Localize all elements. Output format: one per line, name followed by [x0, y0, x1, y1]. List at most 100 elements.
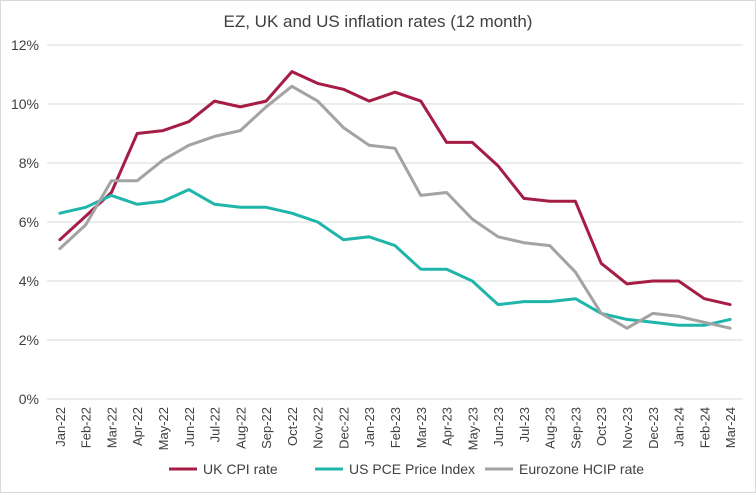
- data-point: [84, 205, 88, 209]
- x-tick-label: Mar-22: [104, 407, 119, 448]
- y-axis-tick-labels: 0% 2% 4% 6% 8% 10% 12%: [11, 37, 39, 407]
- data-point: [290, 211, 294, 215]
- data-point: [677, 279, 681, 283]
- data-point: [419, 193, 423, 197]
- data-point: [341, 238, 345, 242]
- x-tick-label: Jul-22: [208, 407, 223, 442]
- data-point: [161, 129, 165, 133]
- data-point: [522, 196, 526, 200]
- x-tick-label: Apr-23: [440, 407, 455, 446]
- x-tick-label: Jun-23: [491, 407, 506, 447]
- data-point: [264, 99, 268, 103]
- y-tick-label: 2%: [19, 332, 39, 348]
- data-point: [625, 282, 629, 286]
- y-tick-label: 8%: [19, 155, 39, 171]
- y-tick-label: 10%: [11, 96, 39, 112]
- data-point: [264, 105, 268, 109]
- legend: UK CPI rate US PCE Price Index Eurozone HC…: [169, 461, 644, 477]
- x-tick-label: Mar-23: [414, 407, 429, 448]
- x-tick-label: Nov-23: [620, 407, 635, 449]
- data-point: [496, 235, 500, 239]
- data-point: [419, 267, 423, 271]
- data-point: [341, 126, 345, 130]
- data-point: [316, 220, 320, 224]
- x-tick-label: Sep-22: [259, 407, 274, 449]
- data-point: [702, 297, 706, 301]
- gridlines: [47, 44, 743, 400]
- x-tick-label: Feb-24: [697, 407, 712, 448]
- data-point: [548, 244, 552, 248]
- data-point: [625, 326, 629, 330]
- x-tick-label: Jun-22: [182, 407, 197, 447]
- data-point: [599, 261, 603, 265]
- data-point: [238, 129, 242, 133]
- legend-entry: Eurozone HCIP rate: [519, 461, 644, 477]
- data-point: [84, 214, 88, 218]
- data-point: [213, 99, 217, 103]
- data-point: [496, 303, 500, 307]
- data-point: [290, 84, 294, 88]
- y-tick-label: 6%: [19, 214, 39, 230]
- data-point: [651, 279, 655, 283]
- y-tick-label: 12%: [11, 37, 39, 53]
- data-point: [367, 143, 371, 147]
- data-point: [393, 146, 397, 150]
- data-point: [84, 223, 88, 227]
- data-point: [393, 90, 397, 94]
- series-line: [58, 70, 732, 307]
- data-point: [470, 279, 474, 283]
- data-point: [470, 140, 474, 144]
- y-tick-label: 0%: [19, 391, 39, 407]
- x-tick-label: May-22: [156, 407, 171, 450]
- data-point: [393, 244, 397, 248]
- data-point: [135, 132, 139, 136]
- legend-entry: US PCE Price Index: [349, 461, 475, 477]
- x-axis-tick-labels: Jan-22 Feb-22 Mar-22 Apr-22 May-22 Jun-22 Jul-…: [53, 407, 738, 450]
- data-point: [367, 235, 371, 239]
- data-point: [58, 247, 62, 251]
- data-point: [290, 70, 294, 74]
- data-point: [728, 303, 732, 307]
- x-tick-label: Jan-22: [53, 407, 68, 447]
- legend-entry: UK CPI rate: [203, 461, 278, 477]
- series-line: [58, 84, 732, 330]
- data-point: [161, 199, 165, 203]
- x-tick-label: Nov-22: [311, 407, 326, 449]
- data-point: [341, 87, 345, 91]
- x-tick-label: Sep-23: [568, 407, 583, 449]
- x-tick-label: Dec-23: [646, 407, 661, 449]
- y-tick-label: 4%: [19, 273, 39, 289]
- x-tick-label: Jan-23: [362, 407, 377, 447]
- x-tick-label: Aug-23: [543, 407, 558, 449]
- data-point: [651, 320, 655, 324]
- data-point: [109, 193, 113, 197]
- data-point: [213, 202, 217, 206]
- x-tick-label: Dec-22: [336, 407, 351, 449]
- data-point: [522, 300, 526, 304]
- x-tick-label: Jul-23: [517, 407, 532, 442]
- data-point: [573, 297, 577, 301]
- x-tick-label: Apr-22: [130, 407, 145, 446]
- data-point: [677, 323, 681, 327]
- data-point: [599, 311, 603, 315]
- data-point: [445, 140, 449, 144]
- data-point: [625, 317, 629, 321]
- x-tick-label: Oct-23: [594, 407, 609, 446]
- series-line: [58, 188, 732, 327]
- x-tick-label: Feb-23: [388, 407, 403, 448]
- data-point: [161, 158, 165, 162]
- data-point: [187, 143, 191, 147]
- data-point: [109, 179, 113, 183]
- data-point: [445, 267, 449, 271]
- chart-title: EZ, UK and US inflation rates (12 month): [224, 12, 533, 31]
- x-tick-label: Feb-22: [79, 407, 94, 448]
- data-point: [728, 317, 732, 321]
- data-point: [522, 241, 526, 245]
- data-point: [58, 211, 62, 215]
- data-point: [470, 217, 474, 221]
- x-tick-label: Mar-24: [723, 407, 738, 448]
- data-point: [548, 199, 552, 203]
- x-tick-label: May-23: [465, 407, 480, 450]
